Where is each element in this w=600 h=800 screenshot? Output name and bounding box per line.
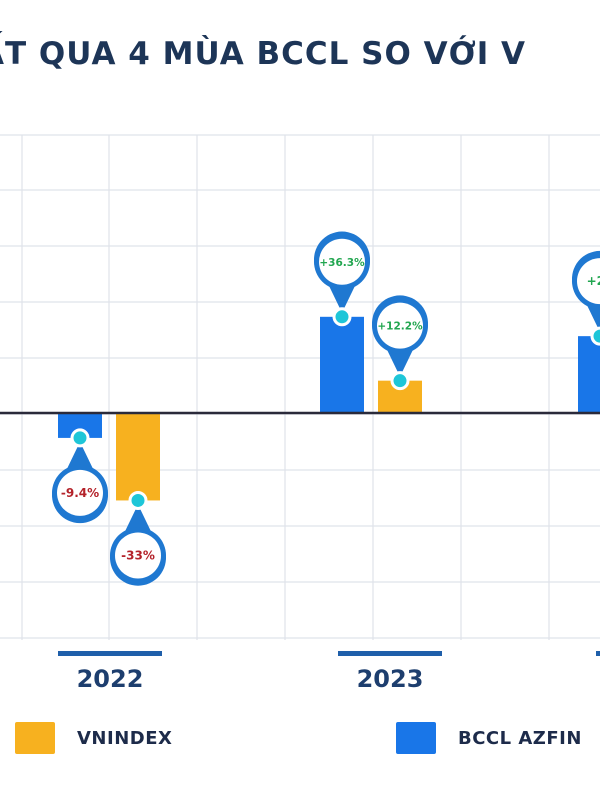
marker-tip-dot	[590, 326, 600, 346]
bar-azfin	[578, 336, 600, 413]
category-label: 2023	[357, 665, 424, 693]
bars	[58, 316, 600, 501]
category-underline	[338, 651, 442, 656]
marker-tip-dot	[332, 307, 352, 327]
value-marker: -33%	[110, 490, 166, 586]
marker-tip-dot	[390, 371, 410, 391]
value-marker: +12.2%	[372, 295, 429, 391]
marker-tip-dot	[70, 428, 90, 448]
data-label: +29	[587, 274, 600, 288]
chart-title: ẤT QUA 4 MÙA BCCL SO VỚI V	[0, 36, 527, 72]
value-marker: +29	[572, 250, 600, 346]
legend-label-azfin: BCCL AZFIN	[458, 727, 582, 749]
data-label: -9.4%	[61, 486, 99, 500]
category-labels: 2022202311/	[58, 651, 600, 693]
value-markers: -9.4% +36.3% +29 -33% +12.2%	[51, 231, 600, 586]
marker-pin-face	[377, 302, 423, 349]
marker-pin-face	[57, 469, 103, 516]
legend-label-vnindex: VNINDEX	[77, 727, 173, 749]
marker-pin-face	[577, 258, 600, 305]
legend-item-vnindex: VNINDEX	[15, 718, 172, 758]
legend-item-azfin: BCCL AZFIN	[396, 718, 582, 758]
data-label: +36.3%	[319, 257, 365, 269]
data-label: -33%	[121, 548, 155, 562]
marker-tip-dot	[128, 490, 148, 510]
value-marker: +36.3%	[313, 231, 371, 327]
marker-pin-face	[319, 238, 365, 285]
grid-lines	[0, 134, 600, 640]
legend-swatch-vnindex	[15, 722, 55, 754]
value-marker: -9.4%	[51, 428, 108, 524]
bar-vnindex	[116, 413, 160, 501]
legend-swatch-azfin	[396, 722, 436, 754]
category-label: 2022	[77, 665, 144, 693]
category-underline	[596, 651, 600, 656]
bar-azfin	[320, 316, 364, 413]
category-underline	[58, 651, 162, 656]
marker-pin-face	[115, 532, 161, 579]
data-label: +12.2%	[377, 321, 423, 333]
